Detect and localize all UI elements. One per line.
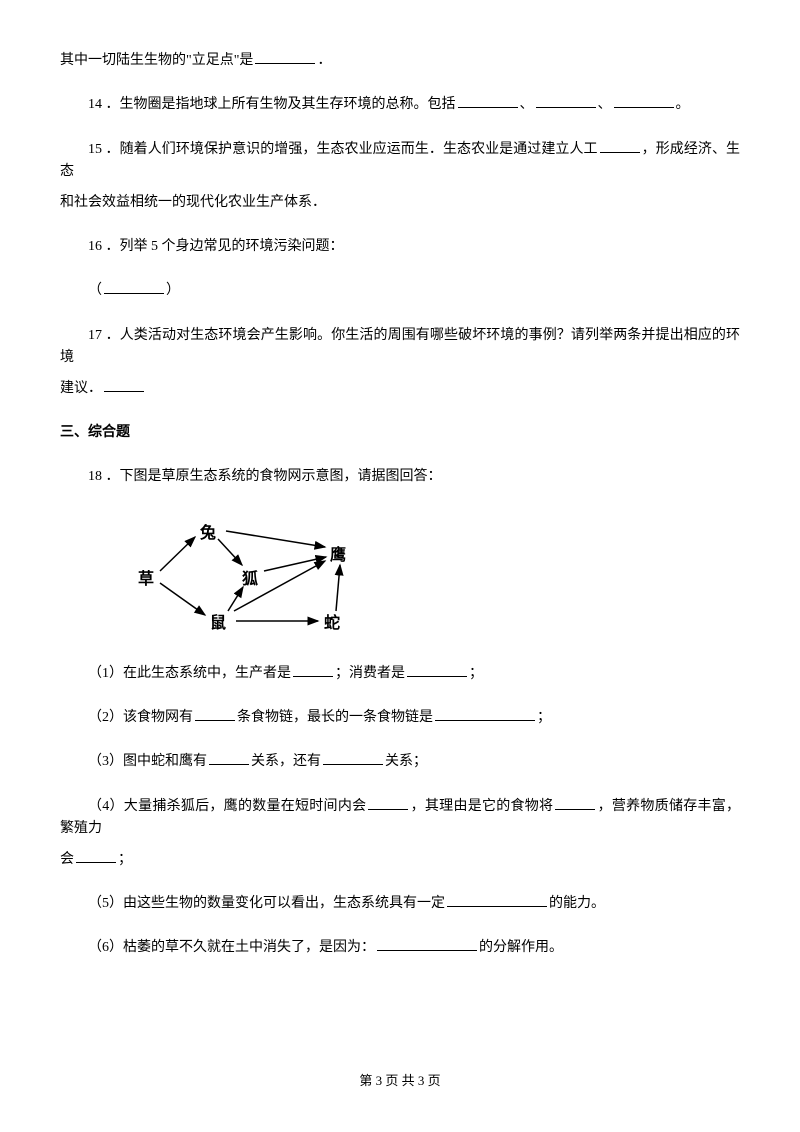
q18-4-mid1: ，其理由是它的食物将 — [410, 799, 553, 814]
node-eagle: 鹰 — [330, 543, 346, 569]
q15-line1: 15 ．随着人们环境保护意识的增强，生态农业应运而生．生态农业是通过建立人工，形… — [60, 139, 740, 184]
q14: 14 ．生物圈是指地球上所有生物及其生存环境的总称。包括 、 、 。 — [60, 94, 740, 116]
q18-6-pre: （6）枯萎的草不久就在土中消失了，是因为： — [88, 940, 375, 955]
q18-6-suf: 的分解作用。 — [479, 940, 563, 955]
q14-blank2 — [536, 94, 596, 108]
q14-blank3 — [614, 94, 674, 108]
q17-blank — [104, 378, 144, 392]
node-grass: 草 — [138, 567, 154, 593]
q16-blank — [104, 280, 164, 294]
q13-prefix: 其中一切陆生生物的"立足点"是 — [60, 53, 253, 68]
q18-2-suf: ； — [537, 710, 551, 725]
q14-blank1 — [458, 94, 518, 108]
q18-4-l2suf: ； — [118, 852, 132, 867]
q13-blank — [255, 50, 315, 64]
q14-prefix: 14 ．生物圈是指地球上所有生物及其生存环境的总称。包括 — [88, 97, 456, 112]
q18-sub1: （1）在此生态系统中，生产者是 ；消费者是 ； — [60, 663, 740, 685]
q16-open: （ — [88, 283, 102, 298]
q16-paren: （） — [60, 280, 740, 302]
q18-3-pre: （3）图中蛇和鹰有 — [88, 754, 207, 769]
section3-text: 三、综合题 — [60, 425, 130, 440]
food-web-diagram: 兔 草 狐 鹰 鼠 蛇 — [130, 511, 390, 641]
q18-3-mid: 关系，还有 — [251, 754, 321, 769]
footer-text: 第 3 页 共 3 页 — [359, 1073, 440, 1088]
q18-4-blank3 — [76, 849, 116, 863]
q14-sep1: 、 — [520, 97, 534, 112]
q15-line2-text: 和社会效益相统一的现代化农业生产体系． — [60, 195, 326, 210]
q18-2-blank1 — [195, 707, 235, 721]
q17-line1: 17 ．人类活动对生态环境会产生影响。你生活的周围有哪些破坏环境的事例？请列举两… — [60, 325, 740, 370]
section3-header: 三、综合题 — [60, 422, 740, 444]
q18-sub6: （6）枯萎的草不久就在土中消失了，是因为： 的分解作用。 — [60, 937, 740, 959]
q18-1-pre: （1）在此生态系统中，生产者是 — [88, 666, 291, 681]
q18-intro: 18 ．下图是草原生态系统的食物网示意图，请据图回答： — [60, 466, 740, 488]
q18-3-blank2 — [323, 751, 383, 765]
node-mouse: 鼠 — [210, 611, 226, 637]
q18-1-blank2 — [407, 663, 467, 677]
q18-4-blank1 — [368, 796, 408, 810]
q18-1-blank1 — [293, 663, 333, 677]
q18-sub4-line1: （4）大量捕杀狐后，鹰的数量在短时间内会，其理由是它的食物将，营养物质储存丰富，… — [60, 796, 740, 841]
q16-line1: 16 ．列举 5 个身边常见的环境污染问题： — [60, 236, 740, 258]
page-footer: 第 3 页 共 3 页 — [0, 1071, 800, 1092]
q18-sub2: （2）该食物网有 条食物链，最长的一条食物链是 ； — [60, 707, 740, 729]
q18-sub5: （5）由这些生物的数量变化可以看出，生态系统具有一定 的能力。 — [60, 893, 740, 915]
node-rabbit: 兔 — [200, 521, 216, 547]
q18-2-pre: （2）该食物网有 — [88, 710, 193, 725]
q18-3-blank1 — [209, 751, 249, 765]
q13-continuation: 其中一切陆生生物的"立足点"是 ． — [60, 50, 740, 72]
q18-5-suf: 的能力。 — [549, 896, 605, 911]
q18-2-blank2 — [435, 707, 535, 721]
q18-sub3: （3）图中蛇和鹰有 关系，还有 关系； — [60, 751, 740, 773]
node-snake: 蛇 — [324, 611, 340, 637]
q18-1-mid: ；消费者是 — [335, 666, 405, 681]
q18-4-l2pre: 会 — [60, 852, 74, 867]
q17-line2: 建议． — [60, 378, 740, 400]
q13-suffix: ． — [317, 53, 331, 68]
q17-prefix: 17 ．人类活动对生态环境会产生影响。你生活的周围有哪些破坏环境的事例？请列举两… — [60, 328, 740, 365]
q14-sep2: 、 — [598, 97, 612, 112]
q18-4-pre: （4）大量捕杀狐后，鹰的数量在短时间内会 — [88, 799, 366, 814]
q15-blank — [600, 139, 640, 153]
q18-intro-text: 18 ．下图是草原生态系统的食物网示意图，请据图回答： — [88, 469, 442, 484]
q18-sub4-line2: 会； — [60, 849, 740, 871]
q15-line2: 和社会效益相统一的现代化农业生产体系． — [60, 192, 740, 214]
q18-5-pre: （5）由这些生物的数量变化可以看出，生态系统具有一定 — [88, 896, 445, 911]
q14-suffix: 。 — [676, 97, 690, 112]
q18-2-mid: 条食物链，最长的一条食物链是 — [237, 710, 433, 725]
q18-1-suf: ； — [469, 666, 483, 681]
q15-prefix: 15 ．随着人们环境保护意识的增强，生态农业应运而生．生态农业是通过建立人工 — [88, 142, 598, 157]
q16-close: ） — [166, 283, 180, 298]
q18-4-blank2 — [555, 796, 595, 810]
food-web-arrows — [130, 511, 390, 641]
q16-text: 16 ．列举 5 个身边常见的环境污染问题： — [88, 239, 344, 254]
q18-5-blank — [447, 893, 547, 907]
q17-line2-pre: 建议． — [60, 381, 102, 396]
node-fox: 狐 — [242, 567, 258, 593]
q18-6-blank — [377, 937, 477, 951]
q18-3-suf: 关系； — [385, 754, 427, 769]
